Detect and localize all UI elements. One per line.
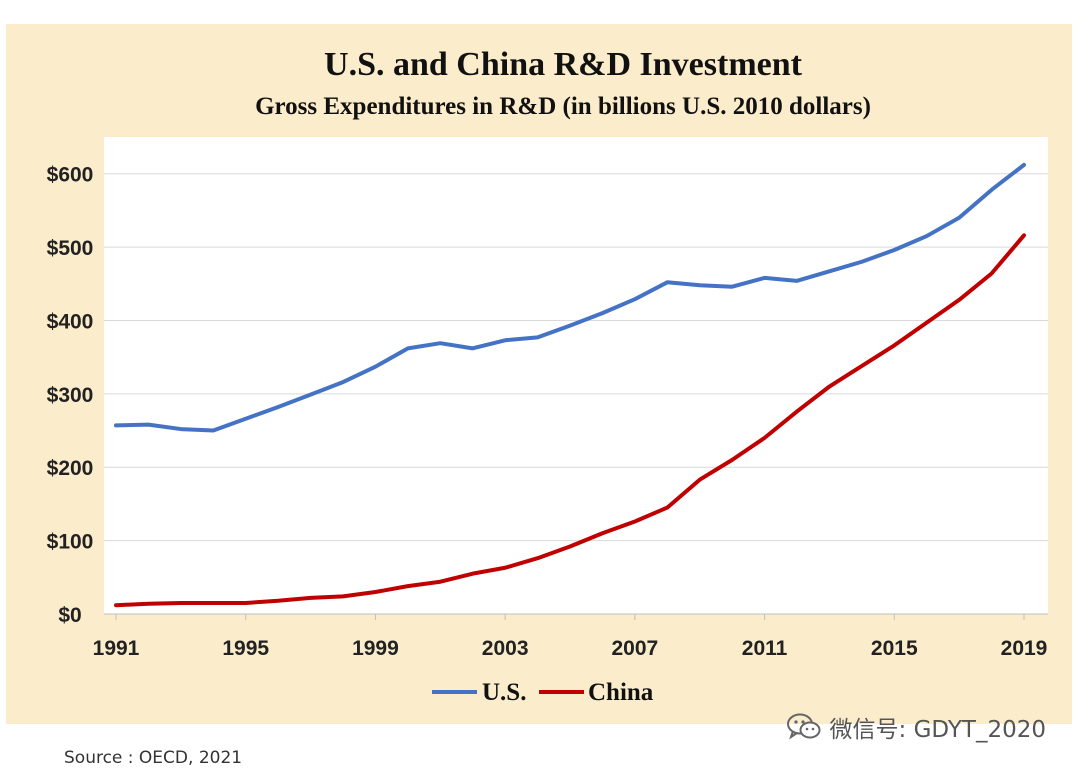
chart-title: U.S. and China R&D Investment xyxy=(324,46,803,83)
x-tick-label: 2015 xyxy=(871,637,918,660)
legend: U.S. China xyxy=(432,679,654,706)
chart-subtitle: Gross Expenditures in R&D (in billions U… xyxy=(255,93,871,120)
y-tick-label: $500 xyxy=(47,237,94,260)
x-tick-label: 1991 xyxy=(93,637,140,660)
y-axis-ticks: $0 $100 $200 $300 $400 $500 $600 xyxy=(47,164,94,627)
chart-svg: U.S. and China R&D Investment Gross Expe… xyxy=(47,46,1048,706)
chart-frame: U.S. and China R&D Investment Gross Expe… xyxy=(6,24,1072,724)
x-tick-label: 1999 xyxy=(352,637,399,660)
legend-label-china: China xyxy=(588,679,654,706)
wechat-icon xyxy=(786,712,822,742)
source-note: Source : OECD, 2021 xyxy=(64,748,243,768)
x-tick-label: 2019 xyxy=(1001,637,1048,660)
y-tick-label: $100 xyxy=(47,531,94,554)
watermark: 微信号: GDYT_2020 xyxy=(786,710,1046,744)
gridlines xyxy=(104,173,1048,615)
series-line-china xyxy=(114,233,1026,608)
watermark-text: 微信号: GDYT_2020 xyxy=(829,717,1046,743)
series-lines xyxy=(114,162,1026,608)
x-tick-label: 2007 xyxy=(611,637,658,660)
y-tick-label: $200 xyxy=(47,457,94,480)
y-tick-label: $300 xyxy=(47,384,94,407)
series-line-us xyxy=(114,162,1026,433)
plot-area xyxy=(104,137,1048,614)
x-tick-label: 2011 xyxy=(742,637,788,660)
x-tick-label: 2003 xyxy=(482,637,529,660)
y-tick-label: $600 xyxy=(47,164,94,187)
y-tick-label: $0 xyxy=(58,604,81,627)
legend-label-us: U.S. xyxy=(482,679,526,706)
x-tick-label: 1995 xyxy=(222,637,269,660)
x-axis-ticks: 1991 1995 1999 2003 2007 2011 2015 2019 xyxy=(93,614,1048,660)
y-tick-label: $400 xyxy=(47,310,94,333)
